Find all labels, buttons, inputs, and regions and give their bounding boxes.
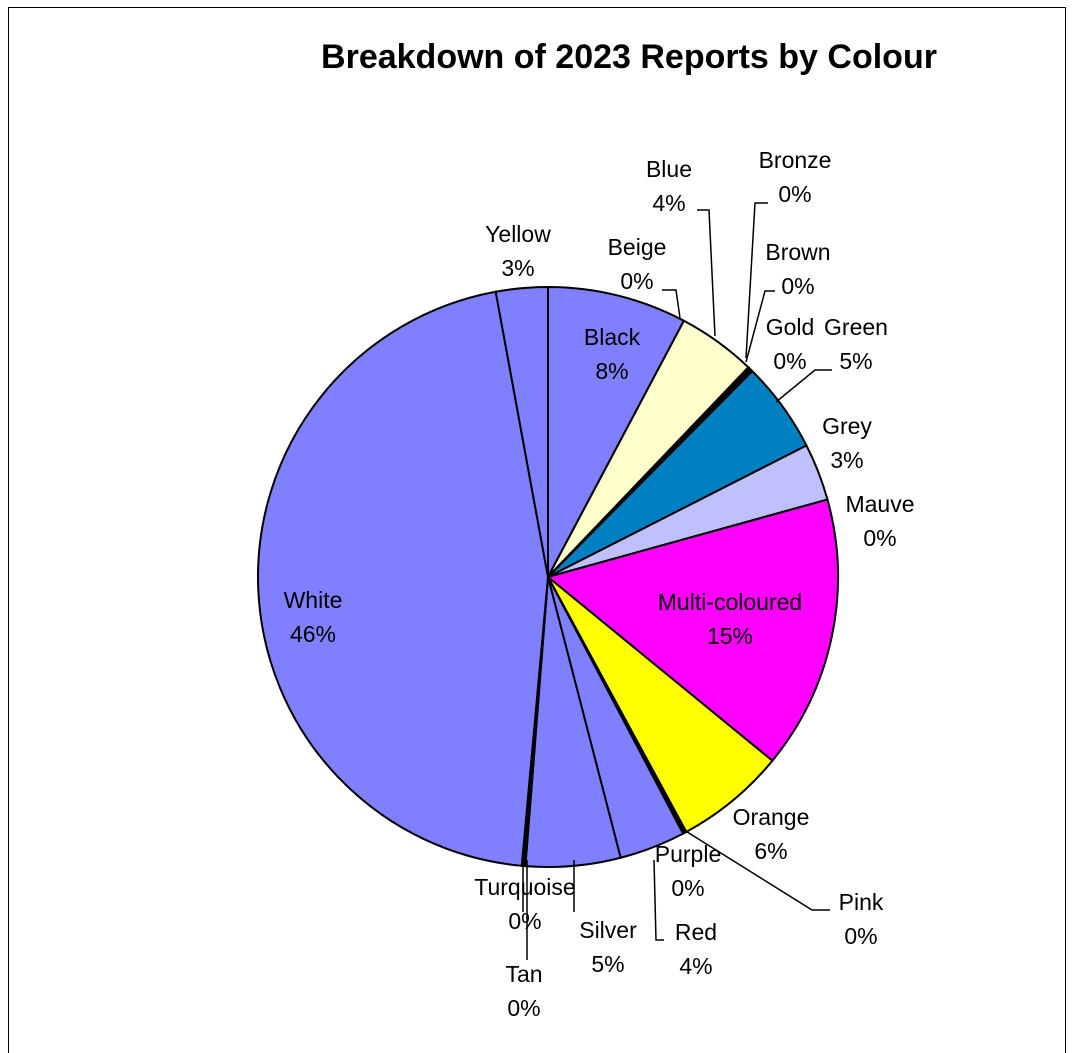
slice-label-brown: Brown 0%: [765, 239, 830, 299]
pie-slice-white: [257, 290, 550, 867]
slice-label-orange: Orange 6%: [733, 804, 810, 864]
slice-label-bronze: Bronze 0%: [759, 147, 832, 207]
slice-label-tan: Tan 0%: [505, 961, 542, 1021]
leader-line-bronze: [745, 202, 768, 359]
slice-label-green: Green 5%: [824, 314, 888, 374]
leader-line-beige: [662, 289, 681, 319]
slice-label-grey: Grey 3%: [822, 413, 872, 473]
slice-label-yellow: Yellow 3%: [485, 221, 551, 281]
slice-label-multi-coloured: Multi-coloured 15%: [658, 589, 802, 649]
leader-line-blue: [697, 209, 716, 337]
slice-label-turquoise: Turquoise 0%: [474, 874, 575, 934]
slice-label-red: Red 4%: [675, 919, 717, 979]
slice-label-mauve: Mauve 0%: [845, 491, 914, 551]
leader-line-pink: [683, 829, 830, 911]
slice-label-black: Black 8%: [584, 324, 641, 384]
pie-slice-multi-coloured: [545, 498, 839, 763]
slice-label-blue: Blue 4%: [646, 156, 692, 216]
leader-line-brown: [745, 290, 775, 363]
slice-label-purple: Purple 0%: [655, 841, 721, 901]
slice-label-gold: Gold 0%: [766, 314, 815, 374]
leader-line-red: [653, 859, 664, 941]
pie-slice-black: [547, 285, 686, 578]
chart-frame: [8, 7, 1066, 1053]
pie-slice-yellow: [494, 285, 549, 578]
slice-label-beige: Beige 0%: [608, 234, 667, 294]
leader-line-green: [775, 369, 832, 403]
slice-label-pink: Pink 0%: [839, 889, 884, 949]
slice-label-white: White 46%: [284, 587, 343, 647]
slice-label-silver: Silver 5%: [579, 917, 637, 977]
chart-title: Breakdown of 2023 Reports by Colour: [321, 38, 937, 76]
